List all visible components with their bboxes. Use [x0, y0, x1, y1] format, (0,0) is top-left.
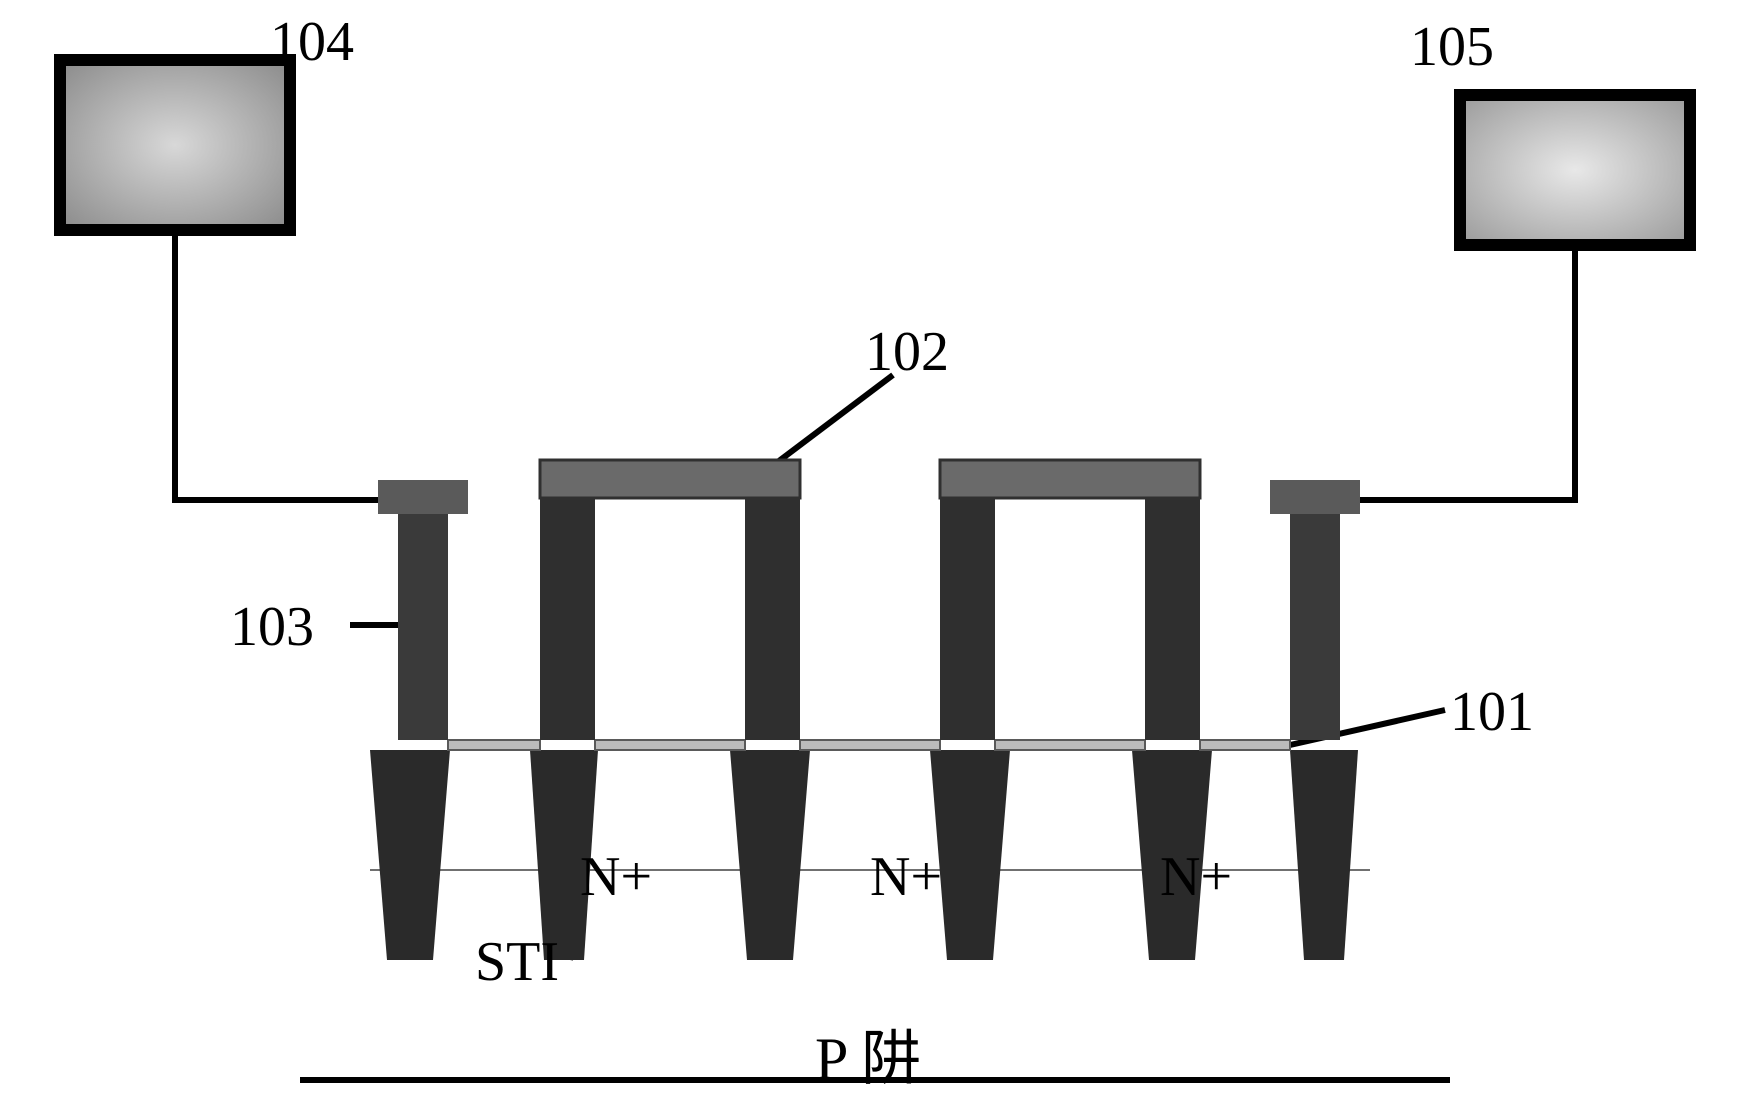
callout-103: 103 — [230, 595, 314, 659]
svg-layer — [0, 0, 1751, 1114]
side-gate-cap — [1270, 480, 1360, 514]
label-nplus-1: N+ — [580, 845, 652, 909]
side-gate-cap — [378, 480, 468, 514]
side-gate-pillar — [1290, 500, 1340, 740]
leader-sti — [570, 900, 580, 960]
sti-trapezoid — [730, 750, 810, 960]
label-sti: STI — [475, 930, 559, 994]
oxide-101-group — [448, 740, 1290, 750]
sti-trapezoid — [1290, 750, 1358, 960]
sti-trapezoid — [370, 750, 450, 960]
side-gate-103-right — [1270, 480, 1360, 740]
callout-104: 104 — [270, 10, 354, 74]
side-gate-pillar — [398, 500, 448, 740]
center-gate-102-a — [540, 460, 800, 740]
side-gate-103-left — [378, 480, 468, 740]
label-nplus-3: N+ — [1160, 845, 1232, 909]
center-gate-leg — [940, 498, 995, 740]
callout-102: 102 — [865, 320, 949, 384]
oxide-segment — [595, 740, 745, 750]
center-gate-cap — [540, 460, 800, 498]
leader-102 — [755, 375, 893, 479]
center-gate-cap — [940, 460, 1200, 498]
oxide-segment — [995, 740, 1145, 750]
label-pwell: P 阱 — [815, 1010, 921, 1097]
pad-104 — [60, 60, 290, 230]
callout-101: 101 — [1450, 680, 1534, 744]
leader-105 — [1360, 245, 1575, 500]
leader-104 — [175, 230, 378, 500]
oxide-segment — [448, 740, 540, 750]
label-nplus-2: N+ — [870, 845, 942, 909]
callout-105: 105 — [1410, 15, 1494, 79]
center-gate-leg — [540, 498, 595, 740]
oxide-segment — [800, 740, 940, 750]
center-gate-leg — [745, 498, 800, 740]
pad-105 — [1460, 95, 1690, 245]
center-gate-leg — [1145, 498, 1200, 740]
diagram-stage: 104 105 102 103 101 STI N+ N+ N+ P 阱 — [0, 0, 1751, 1114]
center-gate-102-b — [940, 460, 1200, 740]
oxide-segment — [1200, 740, 1290, 750]
leader-101 — [1290, 710, 1445, 745]
